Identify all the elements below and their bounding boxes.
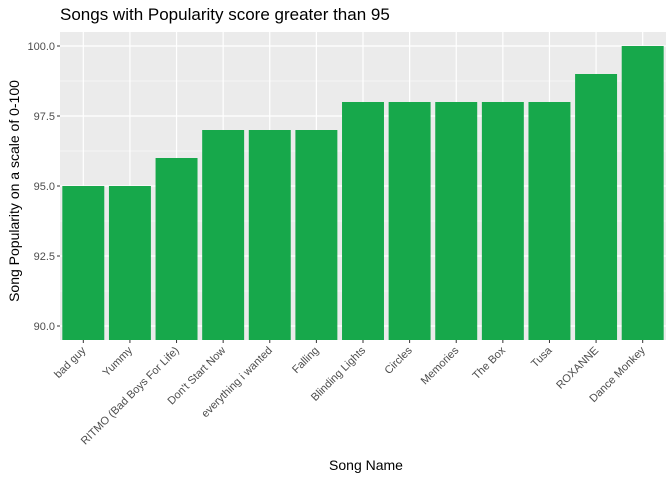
bar	[435, 102, 478, 340]
bar	[108, 186, 151, 340]
y-tick-label: 95.0	[34, 181, 55, 193]
x-axis-title: Song Name	[329, 457, 403, 473]
bar	[295, 130, 338, 340]
bar	[621, 46, 664, 340]
bar	[62, 186, 105, 340]
bar	[155, 158, 198, 340]
x-tick-label: RITMO (Bad Boys For Life)	[79, 345, 182, 448]
bar	[528, 102, 571, 340]
bar	[388, 102, 431, 340]
x-tick-label: bad guy	[52, 344, 89, 381]
x-tick-label: Yummy	[101, 344, 136, 379]
x-tick-label: Falling	[290, 345, 321, 376]
y-axis-title: Song Popularity on a scale of 0-100	[6, 80, 22, 302]
bar	[575, 74, 618, 340]
y-tick-label: 90.0	[34, 321, 55, 333]
x-tick-label: Circles	[382, 344, 415, 377]
x-tick-label: The Box	[471, 344, 509, 382]
bars	[62, 46, 664, 340]
bar	[481, 102, 524, 340]
y-tick-label: 100.0	[27, 41, 55, 53]
y-tick-label: 97.5	[34, 111, 55, 123]
x-tick-label: ROXANNE	[554, 345, 601, 392]
bar	[202, 130, 245, 340]
chart-title: Songs with Popularity score greater than…	[60, 5, 390, 24]
y-axis: 90.0 92.5 95.0 97.5 100.0	[27, 41, 60, 333]
bar	[248, 130, 291, 340]
bar	[342, 102, 384, 340]
x-tick-label: Memories	[419, 344, 462, 387]
x-tick-label: Tusa	[529, 344, 555, 370]
y-tick-label: 92.5	[34, 251, 55, 263]
